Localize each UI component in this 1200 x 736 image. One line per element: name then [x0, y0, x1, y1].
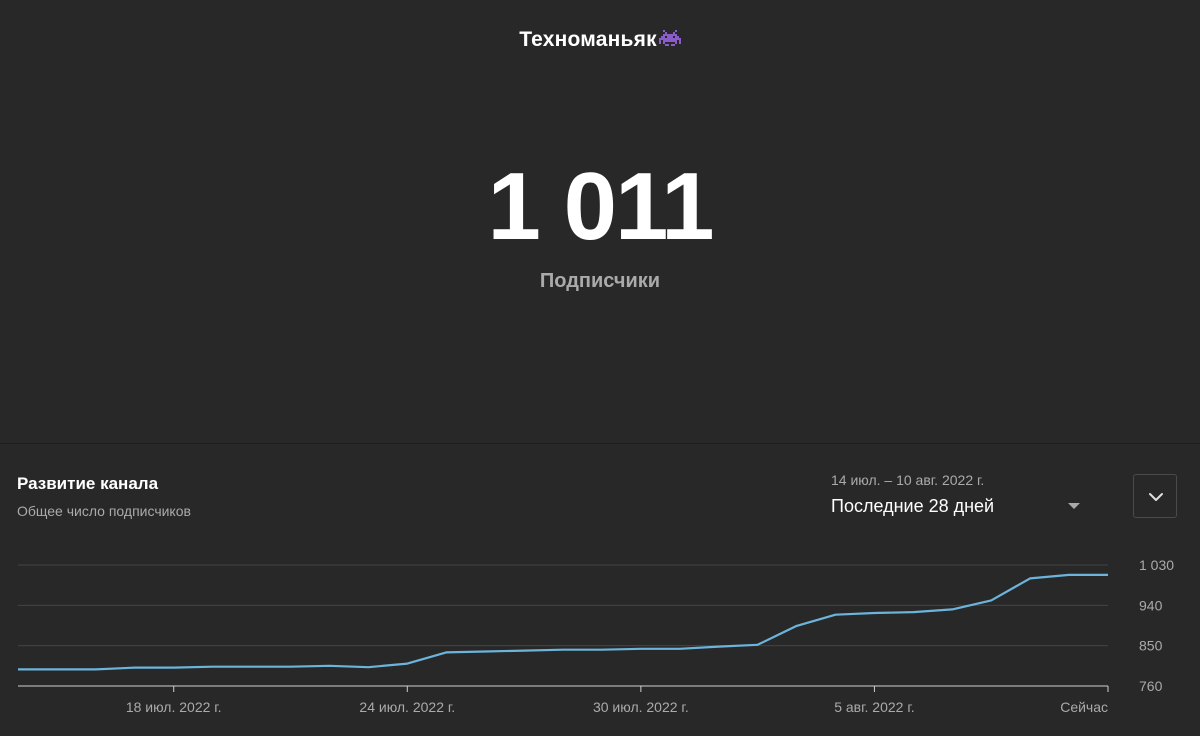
caret-down-icon [1067, 494, 1081, 518]
subscriber-label: Подписчики [539, 270, 661, 292]
y-axis-labels: 760 850 940 1 030 [1139, 557, 1174, 694]
channel-growth-panel [0, 444, 1200, 736]
x-axis-labels: 18 июл. 2022 г. 24 июл. 2022 г. 30 июл. 20… [126, 686, 1109, 715]
panel-title: Развитие канала [17, 474, 159, 493]
subscriber-series-line [18, 573, 1108, 671]
subscriber-count: 1 011 [487, 153, 715, 260]
y-tick-label: 1 030 [1139, 557, 1174, 573]
y-tick-label: 760 [1139, 678, 1163, 694]
x-tick-label: Сейчас [1060, 699, 1108, 715]
space-invader-icon [658, 30, 681, 54]
y-tick-label: 850 [1139, 638, 1163, 654]
x-tick-label: 5 авг. 2022 г. [834, 699, 914, 715]
y-tick-label: 940 [1139, 597, 1163, 613]
subscriber-growth-chart: 760 850 940 1 030 18 июл. 2022 г. 24 июл. 20… [18, 557, 1174, 715]
channel-header: Техноманьяк 1 011 Подписчики [0, 28, 1200, 292]
period-dropdown[interactable]: Последние 28 дней [831, 494, 1091, 520]
date-range-label: 14 июл. – 10 авг. 2022 г. [831, 472, 985, 488]
channel-title: Техноманьяк [0, 28, 1200, 54]
section-divider [0, 443, 1200, 444]
expand-button[interactable] [1133, 474, 1177, 518]
channel-name: Техноманьяк [519, 28, 657, 51]
x-tick-label: 18 июл. 2022 г. [126, 699, 222, 715]
x-tick-label: 30 июл. 2022 г. [593, 699, 689, 715]
x-tick-label: 24 июл. 2022 г. [359, 699, 455, 715]
period-label: Последние 28 дней [831, 496, 995, 516]
chevron-down-icon [1149, 493, 1163, 501]
grid-layer [18, 564, 1108, 687]
panel-subtitle: Общее число подписчиков [17, 503, 191, 519]
